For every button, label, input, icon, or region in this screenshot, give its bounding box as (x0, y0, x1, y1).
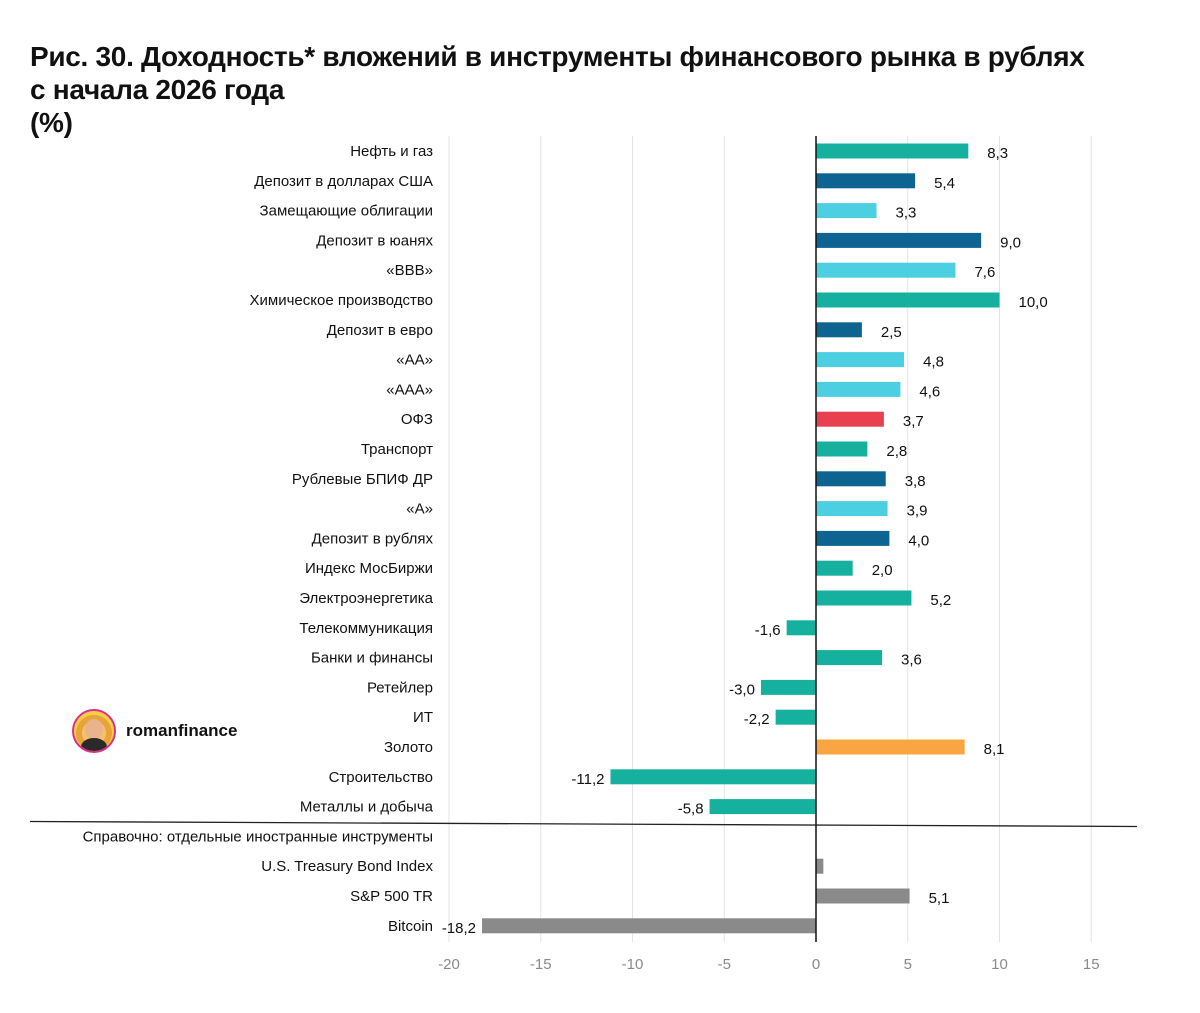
category-label: Транспорт (361, 441, 433, 458)
bar (816, 232, 982, 248)
bar (816, 143, 969, 159)
data-label: -18,2 (442, 920, 476, 937)
bar (816, 888, 910, 904)
category-label: Химическое производство (250, 292, 433, 309)
bar (760, 679, 816, 695)
category-label: «AA» (396, 352, 433, 369)
bar (816, 501, 888, 517)
data-label: 8,1 (984, 741, 1005, 758)
bar (816, 858, 824, 874)
category-label: Депозит в долларах США (254, 173, 433, 190)
watermark-name: romanfinance (126, 721, 238, 740)
bar (816, 352, 905, 368)
category-label: Депозит в евро (327, 322, 433, 339)
bar (816, 381, 901, 397)
category-label: Рублевые БПИФ ДР (292, 471, 433, 488)
bar (775, 709, 816, 725)
bar (816, 471, 886, 487)
watermark: romanfinance (72, 709, 237, 753)
data-label: 4,8 (923, 354, 944, 371)
data-label: 3,6 (901, 652, 922, 669)
bar (816, 203, 877, 219)
section-divider (29, 820, 1138, 828)
data-label: 5,2 (930, 592, 951, 609)
category-label: ОФЗ (401, 411, 433, 428)
data-label: 7,6 (974, 264, 995, 281)
category-label: Замещающие облигации (260, 203, 433, 220)
bar (816, 560, 853, 576)
category-label: Нефть и газ (350, 143, 433, 160)
chart-title-line-3: (%) (30, 107, 73, 138)
data-label: 5,4 (934, 175, 955, 192)
x-tick-label: 15 (1083, 956, 1100, 973)
x-tick-label: -10 (622, 956, 644, 973)
bar (816, 530, 890, 546)
chart-title: Рис. 30. Доходность* вложений в инструме… (30, 40, 1170, 139)
data-label: 2,8 (886, 443, 907, 460)
x-tick-label: 5 (904, 956, 912, 973)
bar (709, 799, 816, 815)
data-label: -3,0 (729, 681, 755, 698)
data-label: 3,7 (903, 413, 924, 430)
category-label: «BBB» (386, 262, 433, 279)
category-label: «AAA» (386, 381, 433, 398)
bar (816, 441, 868, 457)
x-tick-label: -15 (530, 956, 552, 973)
x-tick-label: 10 (991, 956, 1008, 973)
section-label: Справочно: отдельные иностранные инструм… (83, 829, 433, 846)
category-label: Депозит в рублях (312, 530, 434, 547)
data-label: 3,8 (905, 473, 926, 490)
x-tick-label: -5 (718, 956, 731, 973)
data-label: 10,0 (1019, 294, 1048, 311)
category-label: Bitcoin (388, 918, 433, 935)
data-label: 9,0 (1000, 234, 1021, 251)
data-label: -2,2 (744, 711, 770, 728)
bar (816, 262, 956, 278)
data-label: -1,6 (755, 622, 781, 639)
avatar-icon (72, 709, 116, 753)
chart-title-line-2: с начала 2026 года (30, 74, 285, 105)
bar (816, 173, 916, 189)
category-label: Золото (384, 739, 433, 756)
bar (816, 590, 912, 606)
bar (786, 620, 816, 636)
data-label: 5,1 (929, 890, 950, 907)
category-label: Телекоммуникация (299, 620, 433, 637)
data-label: 2,5 (881, 324, 902, 341)
data-label: 8,3 (987, 145, 1008, 162)
category-label: Индекс МосБиржи (305, 560, 433, 577)
bar (816, 650, 883, 666)
category-label: Банки и финансы (311, 650, 433, 667)
bar (816, 292, 1000, 308)
category-label: Электроэнергетика (299, 590, 433, 607)
category-label: U.S. Treasury Bond Index (261, 858, 433, 875)
data-label: -11,2 (571, 771, 604, 788)
data-label: 3,9 (907, 503, 928, 520)
bar (816, 411, 884, 427)
category-label: ИТ (413, 709, 433, 726)
category-label: «A» (406, 501, 433, 518)
data-label: 4,0 (908, 532, 929, 549)
bar (816, 739, 965, 755)
category-label: Строительство (329, 769, 433, 786)
chart-title-line-1: Рис. 30. Доходность* вложений в инструме… (30, 41, 1085, 72)
data-label: -5,8 (678, 801, 704, 818)
x-tick-label: 0 (812, 956, 820, 973)
bar (816, 322, 862, 338)
data-label: 4,6 (919, 383, 940, 400)
data-label: 2,0 (872, 562, 893, 579)
category-label: Депозит в юанях (316, 232, 433, 249)
bar (482, 918, 816, 934)
bar (610, 769, 816, 785)
data-label: 3,3 (896, 205, 917, 222)
category-label: Металлы и добыча (300, 799, 434, 816)
category-label: Ретейлер (367, 679, 433, 696)
category-label: S&P 500 TR (350, 888, 433, 905)
x-tick-label: -20 (438, 956, 460, 973)
